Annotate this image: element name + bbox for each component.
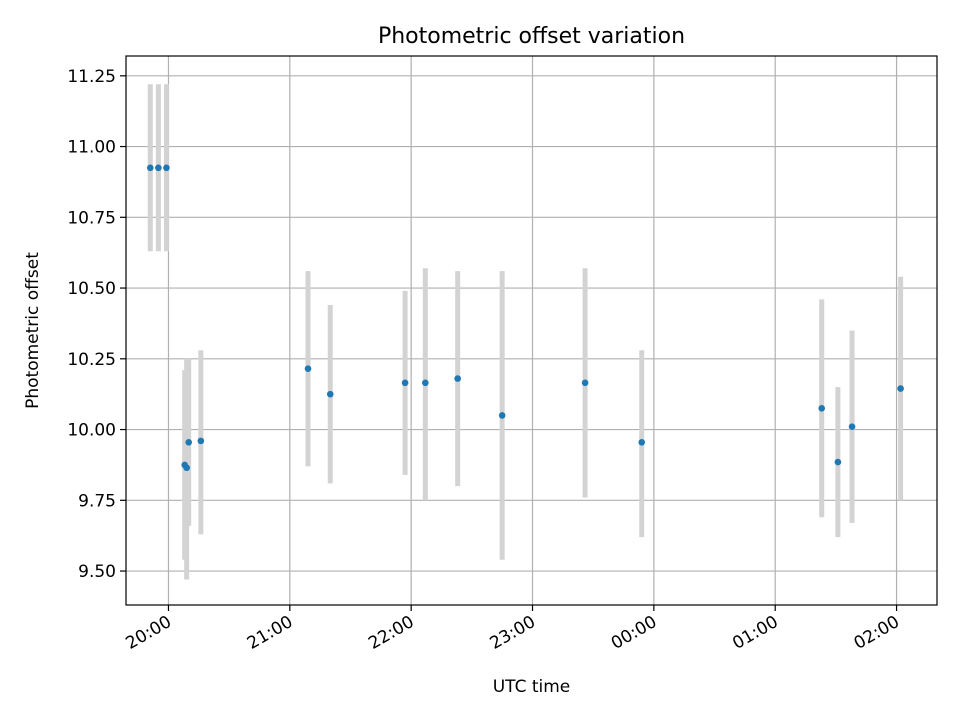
data-point (146, 164, 154, 172)
data-point (834, 458, 842, 466)
data-point (401, 379, 409, 387)
data-point (454, 375, 461, 382)
chart-title: Photometric offset variation (378, 24, 685, 49)
data-point (818, 405, 826, 412)
data-point (163, 164, 170, 172)
grid-lines (126, 56, 937, 605)
y-tick-label: 9.75 (78, 491, 116, 511)
data-point (848, 423, 856, 431)
data-point (183, 464, 190, 472)
y-axis-ticks: 9.50 9.75 10.00 10.25 10.50 10.75 11.00 11.25 (67, 67, 126, 582)
data-point (185, 438, 192, 446)
data-point (498, 412, 506, 419)
y-tick-label: 10.25 (67, 350, 116, 370)
data-point (197, 437, 205, 445)
y-tick-label: 10.75 (67, 208, 116, 228)
data-point (897, 385, 904, 392)
data-point (155, 164, 162, 172)
y-tick-label: 10.50 (67, 279, 116, 299)
x-axis-label: UTC time (493, 677, 571, 697)
data-point (638, 438, 646, 446)
plot-area-frame (125, 55, 938, 606)
y-tick-label: 11.00 (67, 138, 116, 158)
data-point (326, 390, 334, 398)
data-point (304, 365, 312, 373)
data-point (422, 379, 429, 387)
y-tick-label: 10.00 (67, 421, 116, 441)
data-point (581, 379, 589, 387)
data-points (146, 164, 904, 472)
y-tick-label: 11.25 (67, 67, 116, 87)
y-tick-label: 9.50 (78, 562, 116, 582)
y-axis-label: Photometric offset (23, 252, 43, 409)
